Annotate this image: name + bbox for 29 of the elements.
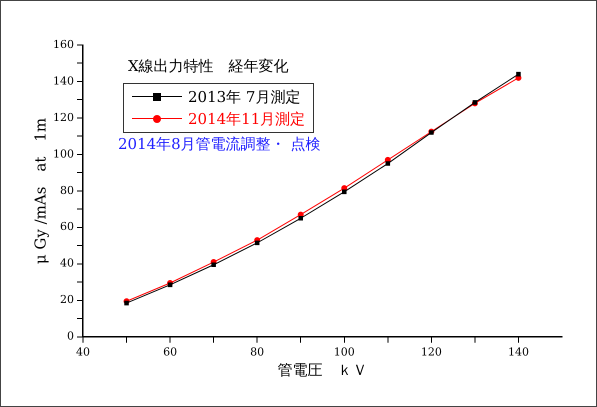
annotation: 2014年8月管電流調整・ 点検 bbox=[118, 135, 320, 154]
y-tick-label: 80 bbox=[60, 184, 74, 197]
y-axis-title: μ Gy /mAs at 1m bbox=[31, 118, 50, 264]
point bbox=[516, 72, 521, 76]
legend-label: 2013年 7月測定 bbox=[188, 88, 300, 106]
point bbox=[386, 161, 390, 166]
y-tick-label: 0 bbox=[66, 330, 74, 343]
x-tick-label: 140 bbox=[508, 345, 529, 358]
point bbox=[211, 262, 216, 268]
y-tick-label: 140 bbox=[52, 74, 74, 88]
legend-label: 2014年11月測定 bbox=[188, 110, 306, 128]
x-axis-title: 管電圧 ｋＶ bbox=[277, 360, 368, 380]
point bbox=[168, 282, 172, 288]
x-tick-label: 120 bbox=[420, 345, 442, 358]
y-tick-label: 40 bbox=[60, 256, 74, 270]
point bbox=[342, 190, 347, 194]
point bbox=[124, 300, 129, 306]
x-tick-label: 40 bbox=[76, 345, 90, 358]
x-tick-label: 100 bbox=[334, 345, 355, 358]
y-tick-label: 160 bbox=[52, 38, 74, 51]
y-tick-label: 20 bbox=[60, 293, 74, 306]
y-tick-label: 120 bbox=[52, 110, 74, 124]
x-tick-label: 80 bbox=[250, 345, 264, 358]
y-tick-label: 100 bbox=[52, 147, 74, 160]
point bbox=[254, 240, 260, 246]
x-tick-label: 60 bbox=[163, 345, 178, 358]
text: X線出力特性 経年変化 bbox=[128, 57, 289, 76]
point bbox=[298, 216, 303, 221]
y-tick-label: 60 bbox=[60, 220, 74, 234]
